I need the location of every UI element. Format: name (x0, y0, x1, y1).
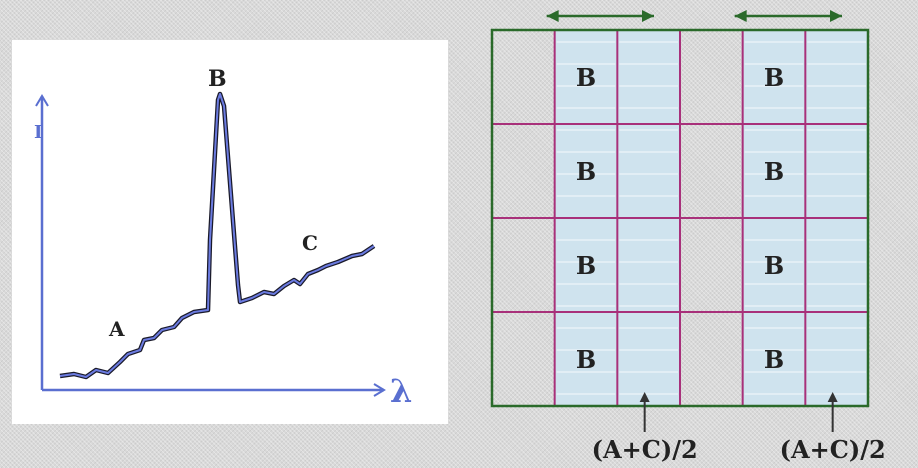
x-axis-label: λ (390, 372, 412, 410)
cell-label-b: B (576, 251, 596, 280)
x-axis-arrow (373, 383, 386, 397)
width-arrow-head-left (734, 10, 747, 22)
width-arrow-head-right (830, 10, 842, 22)
cell-label-b: B (576, 345, 596, 374)
width-arrow-head-left (546, 10, 559, 22)
cell-label-b: B (576, 63, 596, 92)
spectrum-plot: I λ A B C (34, 66, 412, 410)
spectrum-curve-shadow (59, 91, 376, 380)
label-b: B (208, 66, 227, 92)
spectrum-curve (59, 93, 375, 378)
mix-pointer-head (827, 392, 838, 402)
cell-label-b: B (764, 345, 784, 374)
width-arrow-head-right (642, 10, 654, 22)
grid-frame (490, 28, 870, 408)
y-axis-arrow (35, 94, 49, 107)
cell-label-b: B (764, 251, 784, 280)
y-axis-label: I (34, 122, 42, 143)
mix-label: (A+C)/2 (780, 435, 886, 464)
spectrum-panel: I λ A B C (12, 40, 448, 424)
filter-grid-panel: B B B B B B B B (A+C)/2 (A+C)/2 (480, 0, 918, 468)
filter-grid: B B B B B B B B (A+C)/2 (A+C)/2 (490, 10, 886, 464)
mix-label: (A+C)/2 (592, 435, 698, 464)
cell-label-b: B (764, 63, 784, 92)
label-c: C (302, 231, 318, 255)
label-a: A (108, 317, 125, 341)
mix-pointer-head (639, 392, 650, 402)
cell-label-b: B (576, 157, 596, 186)
cell-label-b: B (764, 157, 784, 186)
